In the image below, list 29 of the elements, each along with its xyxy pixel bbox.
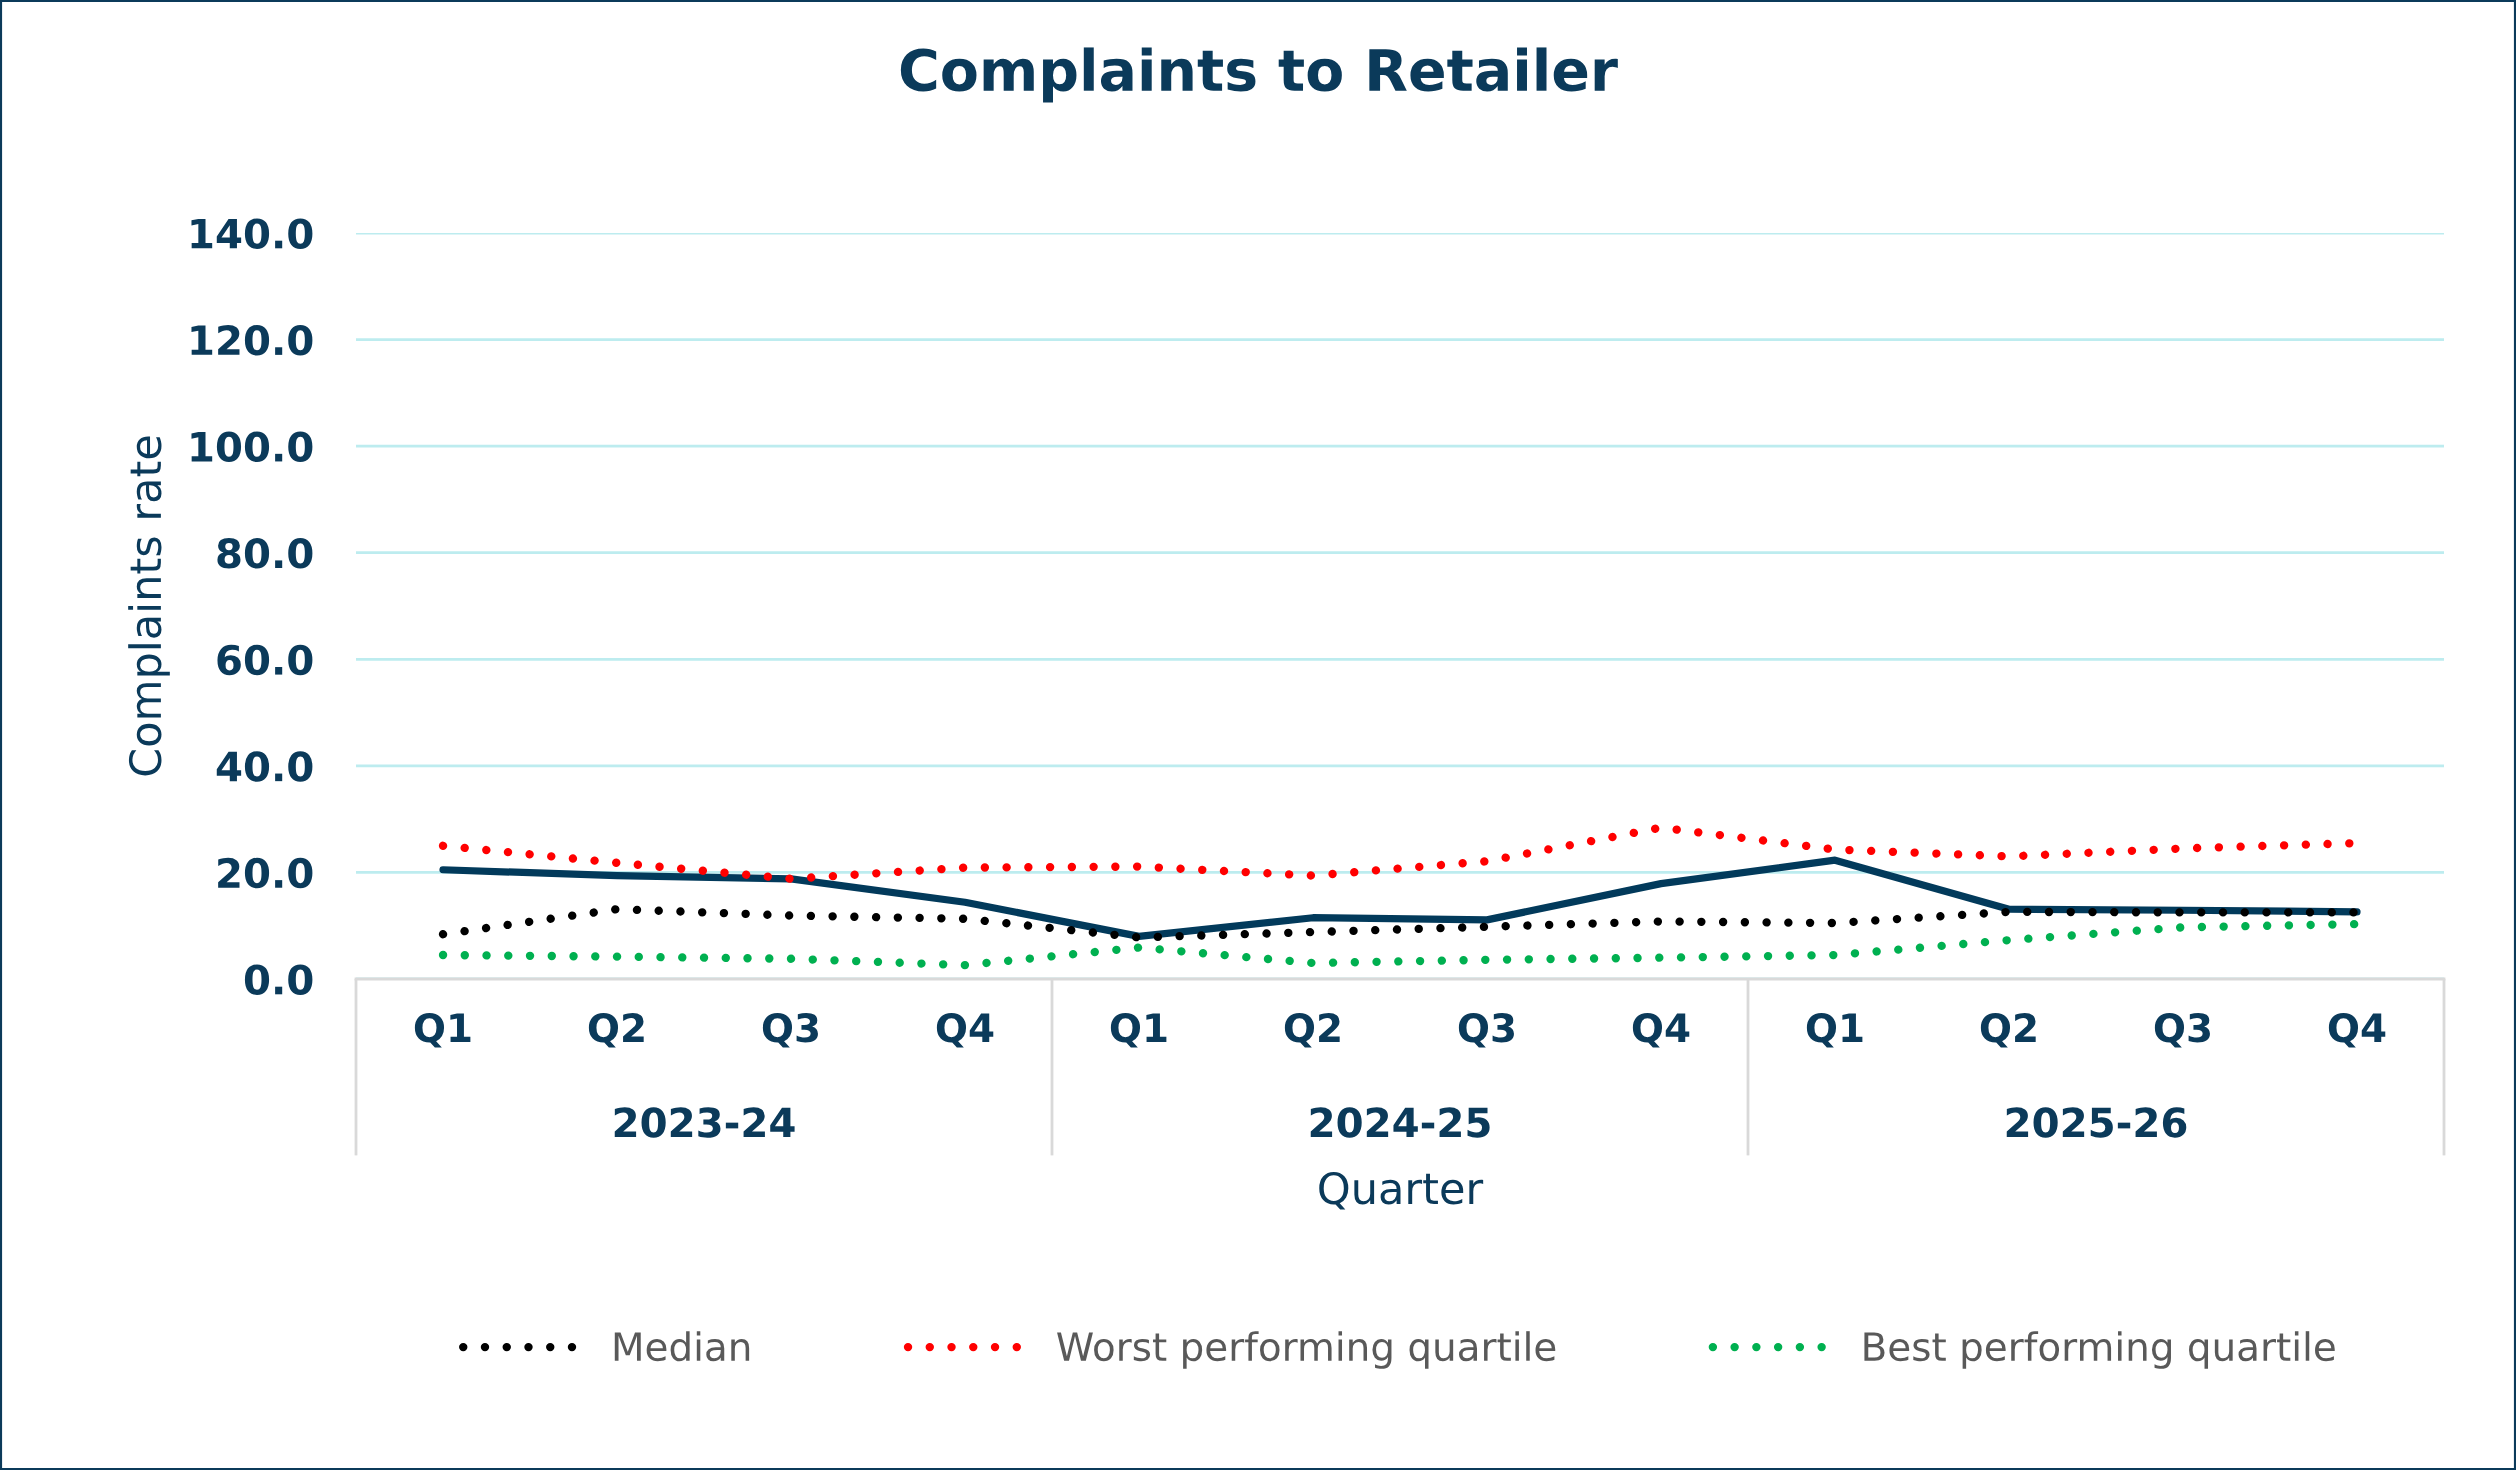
text: 2023-24: [614, 1107, 795, 1138]
text: 2025-26: [2006, 1107, 2187, 1138]
x-tick-label: Q1: [414, 1013, 471, 1048]
x-tick-label: Q1: [1110, 1013, 1167, 1048]
legend-label: Best performing quartile: [1864, 1331, 2335, 1369]
chart-title: Complaints to Retailer: [900, 47, 1618, 103]
x-tick-label: Q4: [1632, 1013, 1690, 1048]
x-tick-label: Q3: [762, 1013, 818, 1048]
y-tick-label: 40.0: [216, 751, 313, 782]
y-tick-label: 60.0: [217, 644, 313, 676]
y-tick-label: 0.0: [244, 964, 313, 995]
x-axis-title: Quarter: [1319, 1171, 1484, 1210]
x-tick-label: Q3: [2154, 1013, 2210, 1048]
text: 2024-25: [1310, 1107, 1490, 1138]
y-axis-title: Complaints rate: [128, 436, 170, 776]
x-tick-label: Q3: [1458, 1013, 1514, 1048]
y-tick-label: 100.0: [191, 431, 313, 463]
y-tick-label: 140.0: [191, 218, 313, 249]
x-tick-label: Q2: [1284, 1013, 1340, 1048]
y-tick-label: 20.0: [218, 857, 313, 889]
legend-label: Median: [614, 1331, 750, 1362]
legend-label: Worst performing quartile: [1057, 1331, 1556, 1369]
x-tick-label: Q2: [1980, 1013, 2036, 1048]
x-tick-label: Q4: [936, 1013, 994, 1048]
x-tick-label: Q1: [1806, 1013, 1863, 1048]
y-tick-label: 120.0: [191, 324, 313, 356]
y-tick-label: 80.0: [217, 538, 313, 569]
x-tick-label: Q4: [2328, 1013, 2386, 1048]
x-tick-label: Q2: [588, 1013, 644, 1048]
